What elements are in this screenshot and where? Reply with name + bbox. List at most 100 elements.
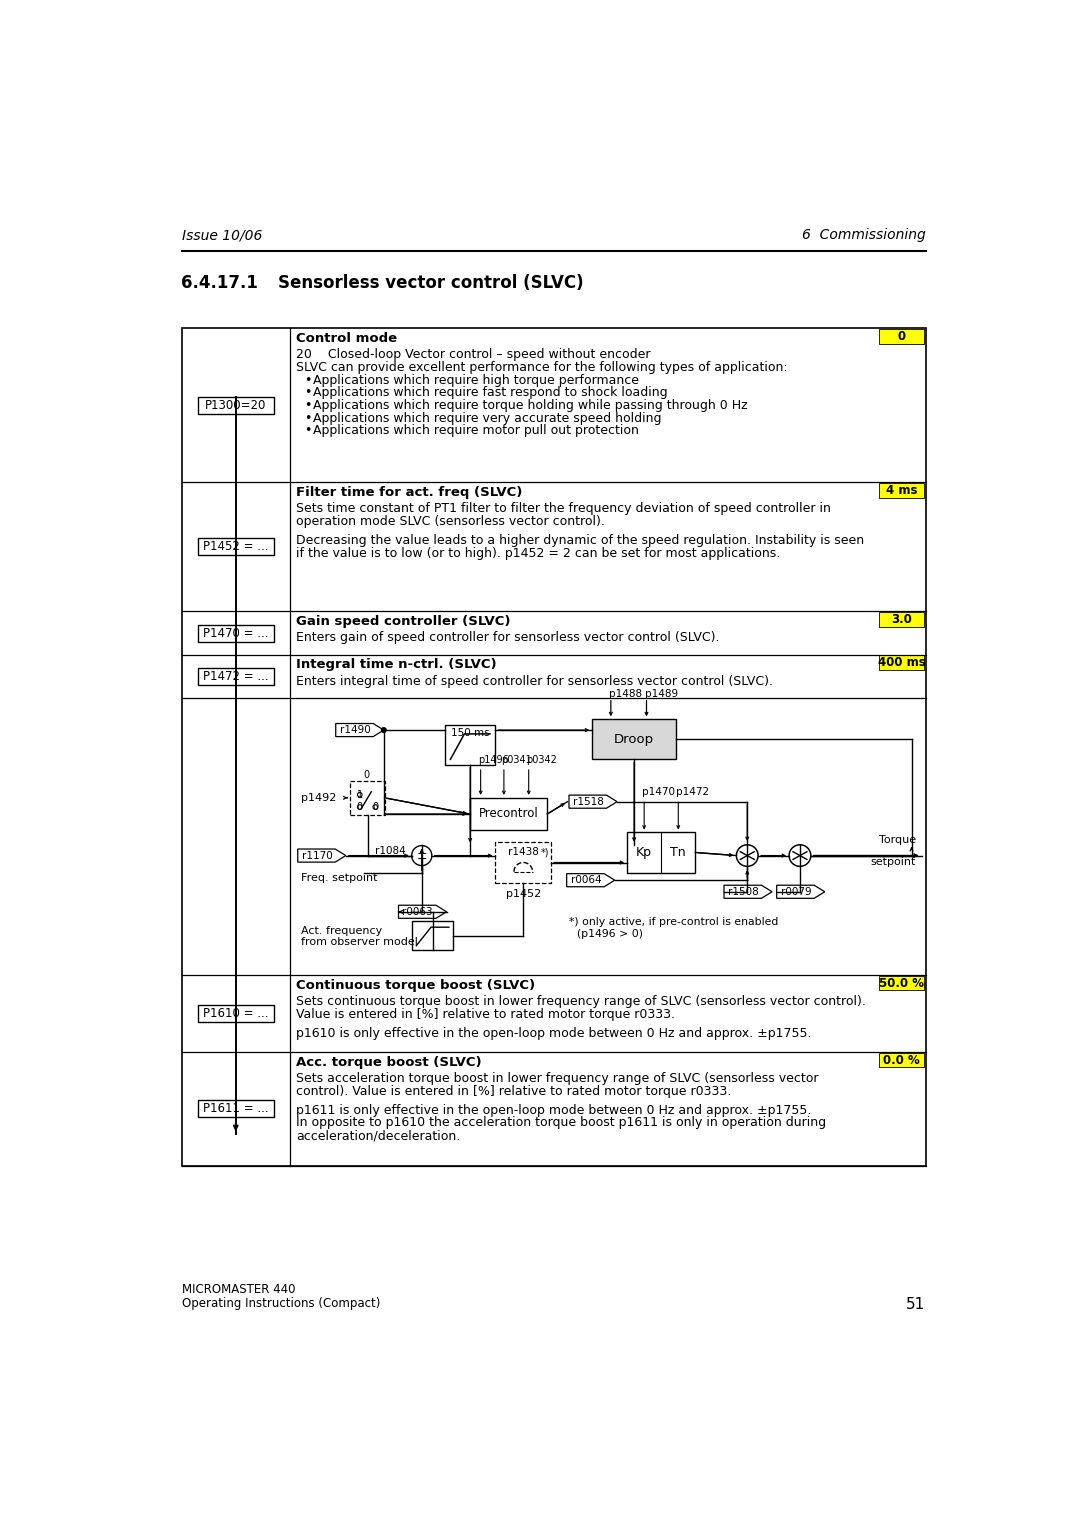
Text: r1170: r1170 xyxy=(301,851,333,860)
Text: Operating Instructions (Compact): Operating Instructions (Compact) xyxy=(181,1297,380,1309)
FancyBboxPatch shape xyxy=(413,921,453,950)
Text: *) only active, if pre-control is enabled: *) only active, if pre-control is enable… xyxy=(569,917,779,927)
Text: 3.0: 3.0 xyxy=(891,613,912,626)
FancyBboxPatch shape xyxy=(198,397,273,414)
FancyBboxPatch shape xyxy=(592,720,676,759)
Text: 0: 0 xyxy=(897,330,905,342)
Text: r1084: r1084 xyxy=(376,845,406,856)
Text: MICROMASTER 440: MICROMASTER 440 xyxy=(181,1284,295,1296)
FancyBboxPatch shape xyxy=(181,329,926,1166)
Text: •: • xyxy=(303,399,311,413)
Text: P1610 = ...: P1610 = ... xyxy=(203,1007,269,1019)
Text: acceleration/deceleration.: acceleration/deceleration. xyxy=(296,1129,460,1141)
Text: Filter time for act. freq (SLVC): Filter time for act. freq (SLVC) xyxy=(296,486,523,500)
FancyBboxPatch shape xyxy=(470,798,548,830)
Text: Control mode: Control mode xyxy=(296,332,397,345)
FancyBboxPatch shape xyxy=(350,781,384,814)
Text: *): *) xyxy=(541,847,550,857)
Text: setpoint: setpoint xyxy=(870,857,916,866)
Text: Value is entered in [%] relative to rated motor torque r0333.: Value is entered in [%] relative to rate… xyxy=(296,1007,675,1021)
Text: operation mode SLVC (sensorless vector control).: operation mode SLVC (sensorless vector c… xyxy=(296,515,605,527)
Text: •: • xyxy=(303,425,311,437)
Text: r1508: r1508 xyxy=(728,886,758,897)
Text: 400 ms: 400 ms xyxy=(878,656,926,669)
Text: Freq. setpoint: Freq. setpoint xyxy=(301,874,377,883)
Text: Integral time n-ctrl. (SLVC): Integral time n-ctrl. (SLVC) xyxy=(296,659,497,671)
Text: P1452 = ...: P1452 = ... xyxy=(203,541,269,553)
Text: p0341: p0341 xyxy=(501,755,532,764)
Text: p1610 is only effective in the open-loop mode between 0 Hz and approx. ±p1755.: p1610 is only effective in the open-loop… xyxy=(296,1027,812,1039)
Text: •: • xyxy=(303,387,311,399)
Text: p1492: p1492 xyxy=(301,793,336,802)
Text: Precontrol: Precontrol xyxy=(478,807,539,821)
FancyBboxPatch shape xyxy=(879,1053,924,1068)
FancyBboxPatch shape xyxy=(879,329,924,344)
Text: 0.0 %: 0.0 % xyxy=(883,1053,920,1067)
Text: p1611 is only effective in the open-loop mode between 0 Hz and approx. ±p1755.: p1611 is only effective in the open-loop… xyxy=(296,1103,811,1117)
Text: In opposite to p1610 the acceleration torque boost p1611 is only in operation du: In opposite to p1610 the acceleration to… xyxy=(296,1117,826,1129)
FancyBboxPatch shape xyxy=(198,625,273,642)
Text: p1496: p1496 xyxy=(478,755,509,764)
Text: p1470: p1470 xyxy=(642,787,675,798)
Text: r1490: r1490 xyxy=(339,726,370,735)
Text: 20    Closed-loop Vector control – speed without encoder: 20 Closed-loop Vector control – speed wi… xyxy=(296,348,650,361)
Circle shape xyxy=(381,727,387,732)
Text: r1518: r1518 xyxy=(572,796,604,807)
FancyBboxPatch shape xyxy=(198,1100,273,1117)
Text: Applications which require fast respond to shock loading: Applications which require fast respond … xyxy=(313,387,667,399)
FancyBboxPatch shape xyxy=(198,668,273,685)
Text: r0079: r0079 xyxy=(781,886,811,897)
FancyBboxPatch shape xyxy=(198,538,273,555)
Text: 0: 0 xyxy=(363,770,369,781)
Text: Sets continuous torque boost in lower frequency range of SLVC (sensorless vector: Sets continuous torque boost in lower fr… xyxy=(296,995,866,1008)
Text: •: • xyxy=(303,373,311,387)
Text: Sets time constant of PT1 filter to filter the frequency deviation of speed cont: Sets time constant of PT1 filter to filt… xyxy=(296,503,832,515)
Text: Sensorless vector control (SLVC): Sensorless vector control (SLVC) xyxy=(279,274,584,292)
Text: •: • xyxy=(303,411,311,425)
Text: Act. frequency: Act. frequency xyxy=(301,926,382,935)
Text: 150 ms: 150 ms xyxy=(450,727,489,738)
Text: p1489: p1489 xyxy=(645,689,678,700)
Text: Continuous torque boost (SLVC): Continuous torque boost (SLVC) xyxy=(296,979,536,992)
Text: r1438: r1438 xyxy=(508,847,539,857)
Text: Torque: Torque xyxy=(879,834,916,845)
Text: 6  Commissioning: 6 Commissioning xyxy=(801,228,926,241)
FancyBboxPatch shape xyxy=(198,1005,273,1022)
FancyBboxPatch shape xyxy=(879,656,924,669)
Text: Enters integral time of speed controller for sensorless vector control (SLVC).: Enters integral time of speed controller… xyxy=(296,675,773,688)
Text: r0064: r0064 xyxy=(570,876,602,885)
FancyBboxPatch shape xyxy=(879,613,924,626)
Text: 6.4.17.1: 6.4.17.1 xyxy=(181,274,258,292)
Text: Gain speed controller (SLVC): Gain speed controller (SLVC) xyxy=(296,616,511,628)
Text: Issue 10/06: Issue 10/06 xyxy=(181,228,261,241)
Text: control). Value is entered in [%] relative to rated motor torque r0333.: control). Value is entered in [%] relati… xyxy=(296,1085,731,1097)
Text: −: − xyxy=(417,853,427,866)
Text: SLVC can provide excellent performance for the following types of application:: SLVC can provide excellent performance f… xyxy=(296,361,787,374)
FancyBboxPatch shape xyxy=(879,483,924,498)
Text: p1472: p1472 xyxy=(676,787,710,798)
Text: Applications which require very accurate speed holding: Applications which require very accurate… xyxy=(313,411,662,425)
Text: 0: 0 xyxy=(373,802,378,811)
Text: 4 ms: 4 ms xyxy=(886,484,917,497)
Text: if the value is to low (or to high). p1452 = 2 can be set for most applications.: if the value is to low (or to high). p14… xyxy=(296,547,781,559)
Text: r0063: r0063 xyxy=(403,906,433,917)
Text: P1300=20: P1300=20 xyxy=(205,399,267,411)
Text: Kp: Kp xyxy=(636,847,652,859)
Text: 0: 0 xyxy=(356,802,363,811)
Text: 50.0 %: 50.0 % xyxy=(879,976,924,990)
Text: Enters gain of speed controller for sensorless vector control (SLVC).: Enters gain of speed controller for sens… xyxy=(296,631,719,645)
Text: p1488: p1488 xyxy=(609,689,643,700)
FancyBboxPatch shape xyxy=(879,976,924,990)
Text: Acc. torque boost (SLVC): Acc. torque boost (SLVC) xyxy=(296,1056,482,1068)
Text: Applications which require high torque performance: Applications which require high torque p… xyxy=(313,373,639,387)
Text: +: + xyxy=(417,847,427,860)
Text: from observer model: from observer model xyxy=(301,937,418,947)
FancyBboxPatch shape xyxy=(445,724,496,764)
Text: P1611 = ...: P1611 = ... xyxy=(203,1102,269,1115)
Text: (p1496 > 0): (p1496 > 0) xyxy=(577,929,643,938)
Text: Decreasing the value leads to a higher dynamic of the speed regulation. Instabil: Decreasing the value leads to a higher d… xyxy=(296,533,864,547)
Text: Applications which require motor pull out protection: Applications which require motor pull ou… xyxy=(313,425,639,437)
Text: Sets acceleration torque boost in lower frequency range of SLVC (sensorless vect: Sets acceleration torque boost in lower … xyxy=(296,1073,819,1085)
FancyBboxPatch shape xyxy=(496,842,551,883)
Text: P1472 = ...: P1472 = ... xyxy=(203,669,269,683)
